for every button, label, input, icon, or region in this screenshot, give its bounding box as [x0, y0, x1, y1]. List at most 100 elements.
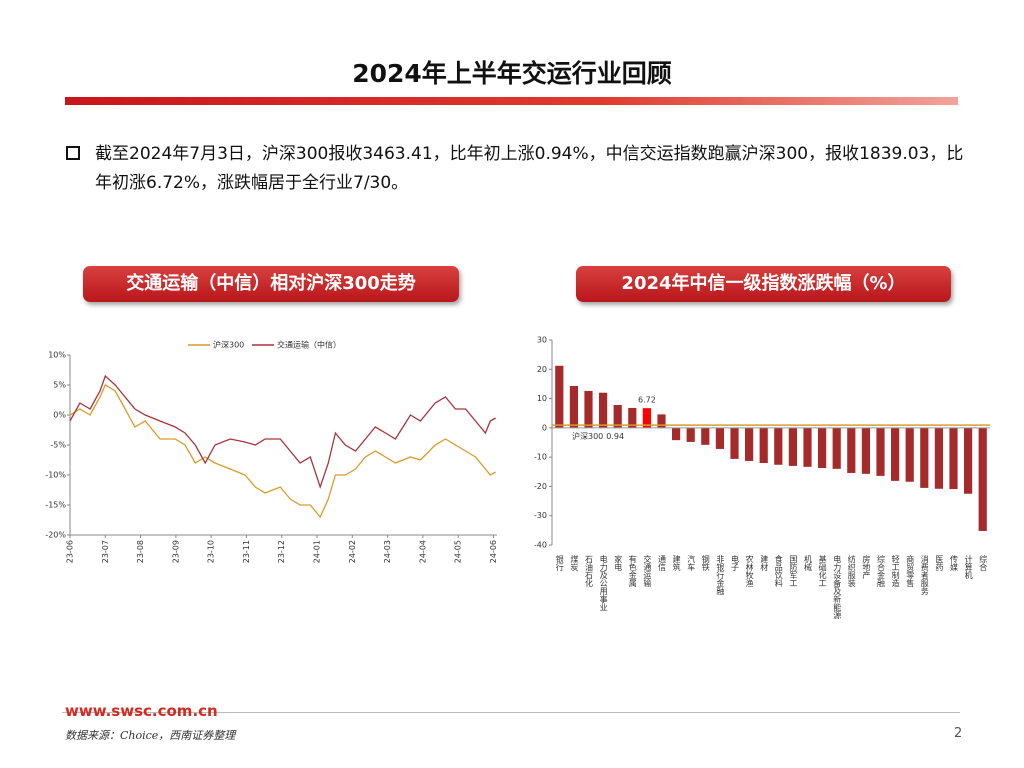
- y-tick-label: 20: [537, 365, 547, 374]
- bar: [876, 427, 885, 476]
- bar: [759, 427, 768, 463]
- bar: [715, 427, 724, 449]
- bar: [964, 427, 973, 494]
- x-tick-label: 轻工制造: [891, 554, 900, 588]
- x-tick-label: 23-11: [242, 540, 251, 563]
- bar: [788, 427, 797, 466]
- legend-label: 沪深300: [213, 340, 244, 350]
- x-tick-label: 综合金融: [877, 554, 886, 588]
- x-tick-label: 24-06: [489, 540, 498, 563]
- bar: [745, 427, 754, 461]
- x-tick-label: 电力设备及新能源: [833, 554, 842, 620]
- series-line: [69, 374, 496, 490]
- bar: [934, 427, 943, 489]
- x-tick-label: 24-05: [454, 540, 463, 563]
- bar: [628, 407, 637, 428]
- bar: [584, 390, 593, 428]
- x-tick-label: 24-03: [383, 540, 392, 563]
- y-tick-label: -15%: [45, 501, 66, 510]
- reference-label: 沪深300 0.94: [572, 431, 624, 441]
- y-tick-label: 0: [542, 423, 547, 432]
- x-tick-label: 农林牧渔: [745, 554, 754, 587]
- x-tick-label: 纺织服装: [847, 554, 856, 588]
- bar: [555, 365, 564, 428]
- x-tick-label: 汽车: [687, 554, 696, 572]
- bar: [803, 427, 812, 467]
- x-tick-label: 房地产: [862, 554, 871, 580]
- x-tick-label: 24-04: [418, 540, 427, 563]
- y-tick-label: 30: [537, 336, 547, 345]
- x-tick-label: 建材: [760, 554, 769, 571]
- bar: [920, 427, 929, 488]
- x-tick-label: 机械: [804, 554, 813, 572]
- x-tick-label: 24-02: [348, 540, 357, 563]
- bar: [569, 385, 578, 428]
- y-tick-label: 10%: [48, 351, 66, 360]
- x-tick-label: 食品饮料: [774, 554, 783, 588]
- bar: [686, 427, 695, 442]
- x-tick-label: 家电: [614, 554, 623, 571]
- y-tick-label: -5%: [50, 441, 66, 450]
- x-tick-label: 23-08: [136, 540, 145, 563]
- bar: [818, 427, 827, 468]
- reference-name: 沪深300: [572, 431, 603, 441]
- y-tick-label: -30: [534, 511, 547, 520]
- x-tick-label: 电子: [731, 554, 740, 571]
- y-tick-label: 10: [537, 394, 547, 403]
- bar: [978, 427, 987, 531]
- x-tick-label: 23-12: [277, 540, 286, 563]
- x-tick-label: 23-10: [207, 540, 216, 563]
- bar: [672, 427, 681, 441]
- bar: [861, 427, 870, 474]
- x-tick-label: 23-07: [101, 540, 110, 563]
- x-tick-label: 石油石化: [585, 555, 594, 588]
- x-tick-label: 建筑: [672, 554, 681, 572]
- source: 数据来源：Choice，西南证券整理: [65, 729, 236, 742]
- bullet-box: [66, 146, 80, 160]
- x-tick-label: 商贸零售: [906, 554, 915, 588]
- footer-rule: [62, 712, 960, 713]
- y-tick-label: 0%: [53, 411, 66, 420]
- x-tick-label: 24-01: [313, 540, 322, 563]
- bar: [613, 405, 622, 428]
- x-tick-label: 银行: [555, 554, 564, 572]
- x-tick-label: 有色金属: [628, 554, 637, 588]
- y-tick-label: -20%: [45, 531, 66, 540]
- y-tick-label: -20: [534, 482, 547, 491]
- bar: [599, 392, 608, 428]
- bar: [949, 427, 958, 490]
- y-tick-label: -10: [534, 453, 547, 462]
- x-tick-label: 国防军工: [789, 555, 798, 587]
- bar: [642, 408, 651, 428]
- value-label: 6.72: [638, 396, 656, 405]
- slide-title: 2024年上半年交运行业回顾: [352, 59, 672, 88]
- x-tick-label: 消费者服务: [920, 554, 929, 596]
- website: www.swsc.com.cn: [65, 702, 218, 720]
- x-tick-label: 综合: [979, 554, 988, 572]
- x-tick-label: 23-06: [66, 540, 75, 563]
- title-bar: [65, 97, 958, 105]
- x-tick-label: 钢铁: [701, 554, 710, 572]
- x-tick-label: 基础化工: [818, 554, 827, 587]
- chart-title: 交通运输（中信）相对沪深300走势: [83, 266, 459, 302]
- bullet-text: 截至2024年7月3日，沪深300报收3463.41，比年初上涨0.94%，中信…: [95, 144, 964, 193]
- x-tick-label: 电力及公用事业: [599, 554, 608, 611]
- bar: [847, 427, 856, 473]
- bar: [774, 427, 783, 465]
- bar: [657, 414, 666, 428]
- legend-label: 交通运输（中信）: [277, 340, 341, 350]
- x-tick-label: 煤炭: [570, 554, 579, 572]
- chart-title: 2024年中信一级指数涨跌幅（%）: [576, 266, 951, 302]
- bar: [701, 427, 710, 445]
- x-tick-label: 医药: [935, 555, 944, 572]
- reference-value: 0.94: [606, 432, 624, 441]
- page-number: 2: [954, 726, 963, 741]
- bar: [730, 427, 739, 459]
- x-tick-label: 23-09: [171, 540, 180, 563]
- y-tick-label: -40: [534, 541, 547, 550]
- series-line: [69, 384, 496, 519]
- bar: [905, 427, 914, 482]
- x-tick-label: 传媒: [950, 554, 959, 572]
